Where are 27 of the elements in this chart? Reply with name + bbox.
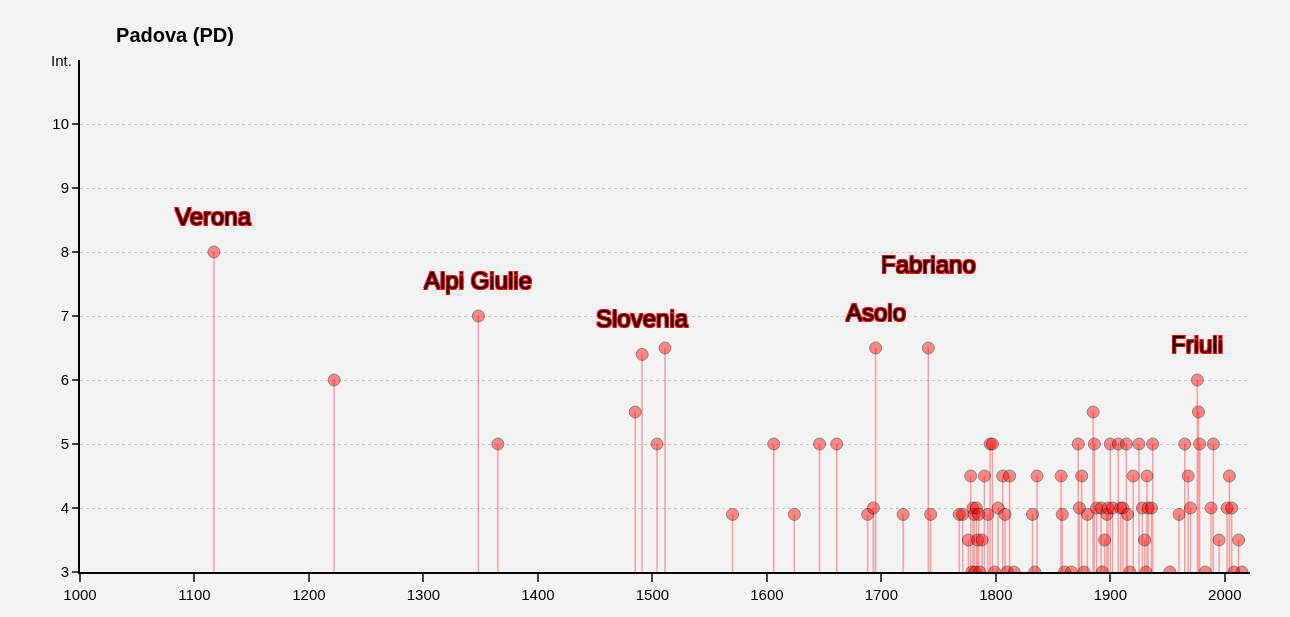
y-axis-title: Int.	[51, 52, 72, 69]
x-tick-label: 1600	[750, 586, 784, 603]
x-tick-label: 1700	[864, 586, 899, 603]
annotation: Alpi Giulie	[424, 267, 533, 294]
x-tick-label: 1000	[63, 586, 97, 603]
x-tick-label: 2000	[1208, 586, 1242, 603]
x-tick-label: 1400	[521, 586, 555, 603]
y-tick-label: 6	[60, 371, 69, 389]
x-tick-label: 1100	[178, 586, 211, 603]
y-tick-label: 7	[60, 307, 69, 325]
x-tick-label: 1500	[635, 586, 670, 603]
x-tick-label: 1200	[292, 586, 326, 603]
x-tick-label: 1900	[1093, 586, 1128, 603]
x-tick-label: 1300	[406, 586, 441, 603]
y-tick-label: 10	[52, 115, 69, 133]
annotation: Asolo	[846, 299, 907, 326]
annotation: Slovenia	[596, 305, 689, 332]
y-tick-label: 3	[60, 563, 69, 581]
y-tick-label: 4	[60, 499, 69, 517]
annotation: Friuli	[1171, 331, 1223, 358]
x-tick-label: 1800	[979, 586, 1013, 603]
y-tick-label: 9	[60, 179, 69, 197]
chart-title: Padova (PD)	[116, 23, 234, 46]
y-tick-label: 8	[60, 243, 69, 261]
annotation: Verona	[175, 203, 252, 230]
annotation: Fabriano	[881, 251, 976, 278]
y-tick-label: 5	[60, 435, 69, 453]
